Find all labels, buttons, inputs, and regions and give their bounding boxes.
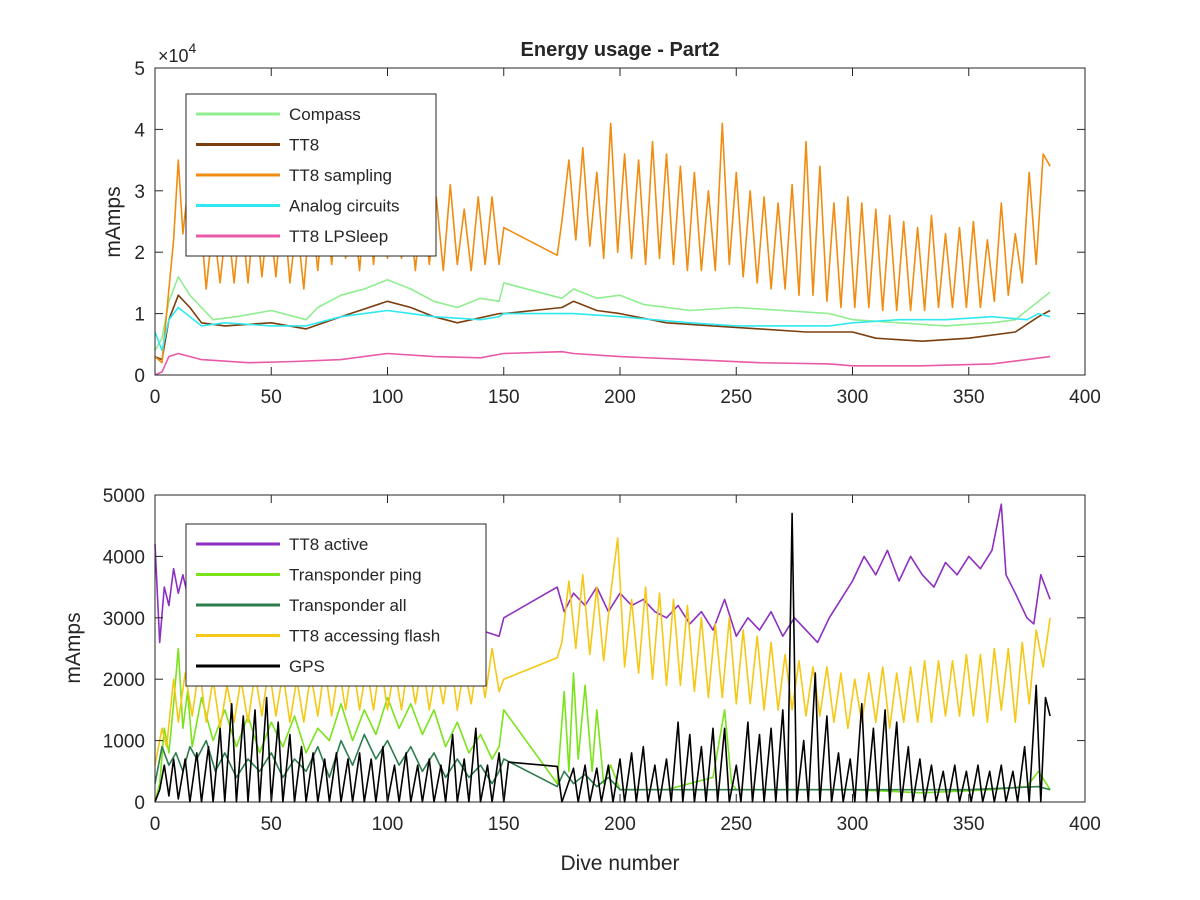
- top-y-tick-label: 5: [134, 59, 145, 80]
- top-legend-label-5: TT8 LPSleep: [289, 227, 388, 246]
- bottom-legend-label-4: TT8 accessing flash: [289, 627, 440, 646]
- bottom-series-line-4: [154, 537, 1051, 766]
- bottom-legend: TT8 active Transponder ping Transponder al…: [185, 523, 487, 687]
- top-ticks: 0 50 100 150 200 250 300 350 400 0 1 2 3 4 5: [134, 59, 1100, 408]
- y-exponent-label: ×104: [158, 40, 197, 66]
- top-x-tick-label: 200: [604, 387, 636, 408]
- top-x-tick-label: 100: [372, 387, 404, 408]
- x-axis-label: Dive number: [560, 852, 679, 875]
- bottom-y-axis-label: mAmps: [62, 612, 85, 683]
- bottom-y-tick-label: 5000: [103, 486, 145, 507]
- top-legend: Compass TT8 TT8 sampling Analog circuits TT8…: [185, 93, 437, 257]
- bottom-series-lines: [154, 503, 1051, 803]
- bottom-y-tick-label: 2000: [103, 670, 145, 691]
- bottom-y-tick-label: 0: [134, 793, 145, 814]
- bottom-legend-label-3: Transponder all: [289, 596, 407, 615]
- bottom-x-tick-label: 400: [1069, 814, 1101, 835]
- top-x-tick-label: 300: [837, 387, 869, 408]
- top-y-tick-label: 4: [134, 120, 145, 141]
- top-x-tick-label: 150: [488, 387, 520, 408]
- top-x-tick-label: 0: [150, 387, 161, 408]
- top-series-line-1: [154, 276, 1051, 351]
- bottom-x-tick-label: 50: [261, 814, 282, 835]
- top-x-tick-label: 50: [261, 387, 282, 408]
- bottom-ticks: 0 50 100 150 200 250 300 350 4000100020003000400…: [103, 486, 1101, 835]
- top-legend-label-3: TT8 sampling: [289, 166, 392, 185]
- top-series-lines: [154, 122, 1051, 376]
- bottom-x-tick-label: 200: [604, 814, 636, 835]
- bottom-legend-label-5: GPS: [289, 657, 325, 676]
- bottom-legend-label-2: Transponder ping: [289, 566, 422, 585]
- top-y-tick-label: 3: [134, 182, 145, 203]
- top-series-line-5: [154, 350, 1051, 376]
- bottom-y-tick-label: 1000: [103, 732, 145, 753]
- top-x-tick-label: 400: [1069, 387, 1101, 408]
- y-exponent-power: 4: [189, 40, 197, 56]
- bottom-x-tick-label: 250: [720, 814, 752, 835]
- top-y-axis-label: mAmps: [102, 186, 125, 257]
- top-legend-label-2: TT8: [289, 136, 319, 155]
- top-y-tick-label: 2: [134, 243, 145, 264]
- top-x-tick-label: 350: [953, 387, 985, 408]
- y-exponent-base: ×10: [158, 46, 189, 66]
- bottom-x-tick-label: 300: [837, 814, 869, 835]
- top-x-tick-label: 250: [720, 387, 752, 408]
- bottom-x-tick-label: 350: [953, 814, 985, 835]
- top-legend-label-1: Compass: [289, 105, 361, 124]
- bottom-subplot: mAmps Dive number 0 50 100 150 200 250 300 350 4…: [62, 486, 1101, 875]
- top-legend-label-4: Analog circuits: [289, 197, 400, 216]
- top-series-line-4: [154, 306, 1051, 352]
- bottom-y-tick-label: 4000: [103, 547, 145, 568]
- bottom-x-tick-label: 100: [372, 814, 404, 835]
- bottom-y-tick-label: 3000: [103, 609, 145, 630]
- chart-title: Energy usage - Part2: [521, 39, 720, 61]
- bottom-series-line-3: [154, 733, 1051, 791]
- svg-text:×104: ×104: [158, 40, 197, 66]
- bottom-x-tick-label: 150: [488, 814, 520, 835]
- top-y-tick-label: 1: [134, 305, 145, 326]
- top-subplot: Energy usage - Part2 ×104 mAmps 0 50 100 15…: [102, 39, 1101, 408]
- bottom-x-tick-label: 0: [150, 814, 161, 835]
- bottom-legend-label-1: TT8 active: [289, 535, 368, 554]
- top-y-tick-label: 0: [134, 366, 145, 387]
